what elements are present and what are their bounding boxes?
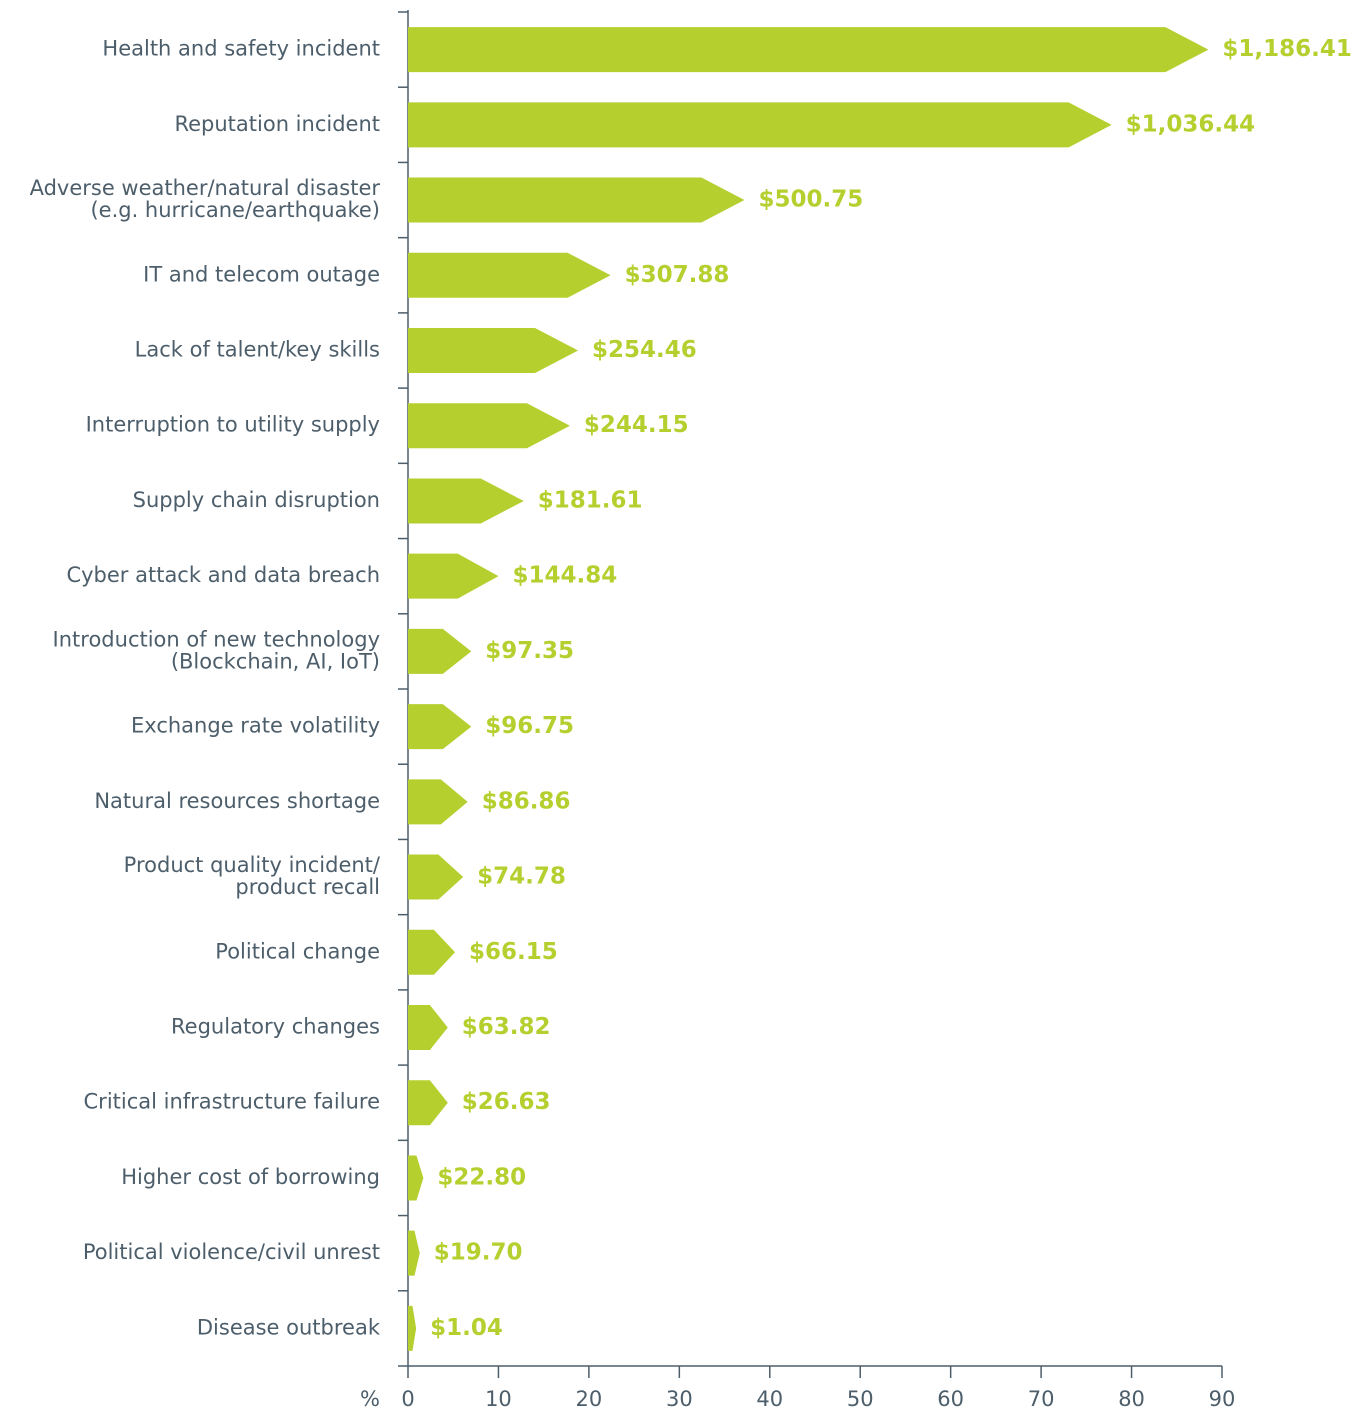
bar	[408, 252, 611, 298]
data-label: $1,186.41	[1222, 36, 1352, 62]
y-tick-label: Regulatory changes	[171, 1015, 380, 1039]
bar	[408, 1230, 420, 1276]
data-label: $63.82	[462, 1014, 551, 1040]
bar	[408, 177, 745, 223]
bar	[408, 1305, 417, 1351]
x-tick-label: 80	[1118, 1387, 1145, 1411]
y-tick-label: Lack of talent/key skills	[135, 338, 380, 362]
bar	[408, 27, 1209, 73]
y-tick-label: Reputation incident	[174, 112, 380, 136]
data-label: $1,036.44	[1126, 111, 1256, 137]
bar	[408, 929, 456, 975]
data-label: $66.15	[469, 939, 558, 965]
y-tick-label: Product quality incident/product recall	[124, 853, 381, 899]
data-label: $19.70	[434, 1240, 523, 1266]
y-tick-label: Natural resources shortage	[94, 789, 380, 813]
bar	[408, 478, 524, 524]
y-tick-label: Introduction of new technology (Blockchai…	[53, 627, 380, 673]
data-label: $307.88	[625, 262, 730, 288]
x-tick-label: 0	[401, 1387, 414, 1411]
data-label: $500.75	[758, 187, 863, 213]
y-tick-label: Interruption to utility supply	[86, 413, 380, 437]
y-tick-label: Health and safety incident	[102, 37, 380, 61]
y-tick-label: Exchange rate volatility	[131, 714, 380, 738]
x-tick-label: 90	[1209, 1387, 1236, 1411]
x-tick-label: 60	[937, 1387, 964, 1411]
data-label: $181.61	[538, 487, 643, 513]
y-tick-label: Higher cost of borrowing	[121, 1165, 380, 1189]
bar	[408, 1005, 448, 1050]
y-tick-label: Adverse weather/natural disaster (e.g. hu…	[30, 176, 381, 222]
x-tick-label: 20	[576, 1387, 603, 1411]
y-tick-label: Cyber attack and data breach	[66, 563, 380, 587]
x-tick-label: 50	[847, 1387, 874, 1411]
bar	[408, 1080, 448, 1126]
bar	[408, 704, 472, 750]
x-tick-label: 10	[485, 1387, 512, 1411]
x-tick-label: 40	[756, 1387, 783, 1411]
y-tick-label: Disease outbreak	[197, 1315, 381, 1339]
bar	[408, 553, 499, 599]
data-label: $144.84	[512, 563, 617, 589]
x-tick-label: 70	[1028, 1387, 1055, 1411]
y-tick-label: IT and telecom outage	[143, 262, 380, 286]
data-label: $244.15	[584, 412, 689, 438]
y-tick-label: Political violence/civil unrest	[83, 1240, 380, 1264]
data-label: $74.78	[477, 864, 566, 890]
bar	[408, 854, 464, 900]
bar	[408, 779, 468, 825]
y-tick-label: Critical infrastructure failure	[84, 1090, 380, 1114]
x-tick-label: 30	[666, 1387, 693, 1411]
data-label: $1.04	[430, 1315, 503, 1341]
bar	[408, 328, 579, 373]
bar	[408, 1155, 424, 1201]
data-label: $26.63	[462, 1089, 551, 1115]
bar	[408, 102, 1112, 148]
data-label: $97.35	[485, 638, 574, 664]
x-axis-label: %	[360, 1387, 380, 1411]
data-label: $22.80	[437, 1164, 526, 1190]
data-label: $254.46	[592, 337, 697, 363]
y-tick-label: Political change	[215, 939, 380, 963]
bar	[408, 403, 570, 449]
bar	[408, 628, 472, 674]
data-label: $96.75	[485, 713, 574, 739]
data-label: $86.86	[482, 788, 571, 814]
y-tick-label: Supply chain disruption	[133, 488, 380, 512]
